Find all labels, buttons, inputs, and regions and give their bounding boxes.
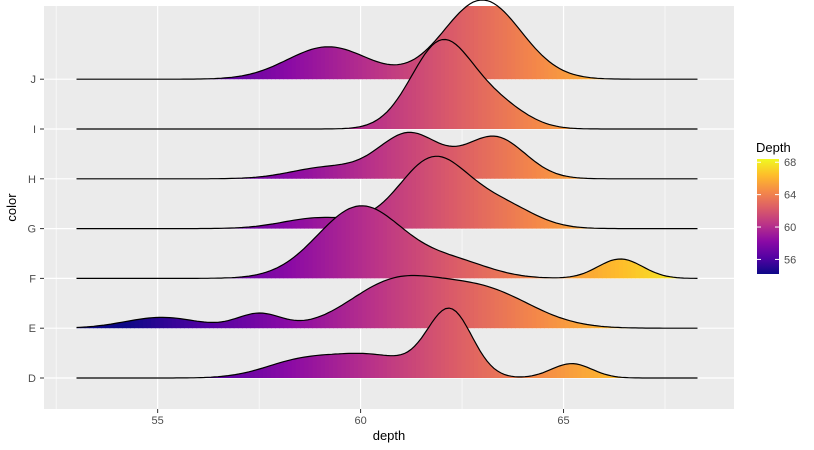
y-tick-label: J <box>31 74 37 86</box>
legend-break-label: 64 <box>784 190 796 202</box>
y-tick-label: E <box>29 323 36 335</box>
y-axis-title: color <box>4 193 19 222</box>
ridge-line-I <box>76 38 698 130</box>
legend-break-label: 60 <box>784 222 796 234</box>
ridge-line-D <box>76 307 698 379</box>
x-axis-title: depth <box>373 428 406 443</box>
y-tick-label: I <box>33 124 36 136</box>
legend-break-label: 68 <box>784 157 796 169</box>
y-tick-label: F <box>29 273 36 285</box>
legend-break-label: 56 <box>784 254 796 266</box>
legend-colorbar <box>757 159 779 274</box>
fill-legend: Depth 56 60 64 68 <box>756 140 796 274</box>
ridge-line-E <box>76 274 698 329</box>
y-tick-label: H <box>28 174 36 186</box>
y-tick-label: D <box>28 373 36 385</box>
ridge-line-F <box>76 205 698 279</box>
axis-ticks: 55 60 65 D E F G H I J <box>27 74 569 427</box>
ridge-line-J <box>76 0 698 80</box>
y-tick-label: G <box>27 224 36 236</box>
x-tick-label: 65 <box>557 415 569 427</box>
x-tick-label: 60 <box>354 415 366 427</box>
ridge-line-G <box>76 155 698 230</box>
legend-title: Depth <box>756 140 791 155</box>
x-tick-label: 55 <box>152 415 164 427</box>
ridge-line-H <box>76 131 698 180</box>
